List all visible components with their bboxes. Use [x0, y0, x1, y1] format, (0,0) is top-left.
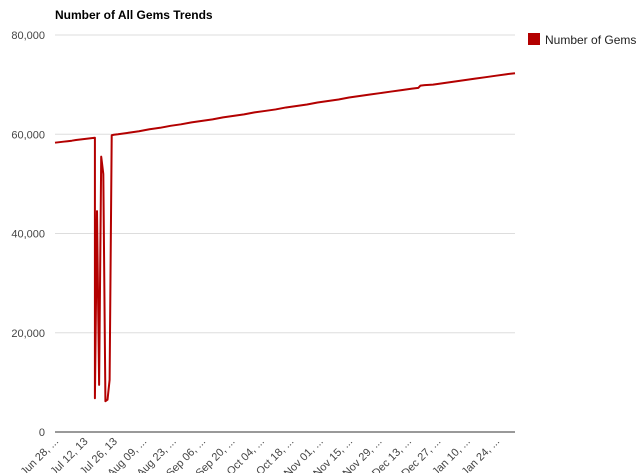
- y-tick-label: 80,000: [11, 30, 45, 42]
- chart-title: Number of All Gems Trends: [55, 8, 213, 22]
- series-lines: [54, 72, 516, 403]
- y-tick-label: 20,000: [11, 328, 45, 340]
- legend[interactable]: Number of Gems: [528, 33, 636, 47]
- y-tick-label: 0: [39, 427, 45, 439]
- y-tick-label: 60,000: [11, 129, 45, 141]
- gridlines: [55, 34, 515, 334]
- legend-swatch: [528, 33, 540, 45]
- legend-label-number-of-gems: Number of Gems: [545, 33, 636, 47]
- series-line-number-of-gems: [54, 72, 516, 403]
- y-axis-tick-labels: 0 20,000 40,000 60,000 80,000: [11, 30, 45, 439]
- y-tick-label: 40,000: [11, 229, 45, 241]
